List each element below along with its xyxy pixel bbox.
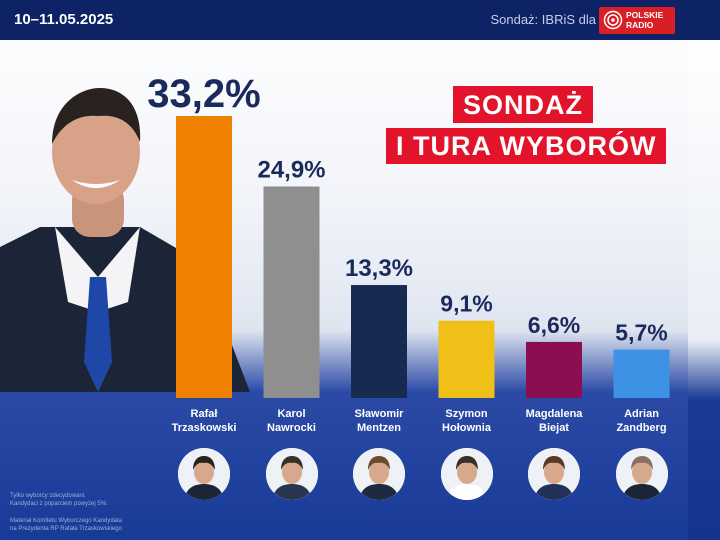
headline-line-2: I TURA WYBORÓW <box>386 128 667 164</box>
candidate-name-6: Adrian Zandberg <box>616 408 667 434</box>
candidate-name-3: Sławomir Mentzen <box>354 408 404 434</box>
candidate-avatar-3 <box>353 448 405 500</box>
value-label-6: 5,7% <box>615 320 667 346</box>
bar-5 <box>526 341 582 398</box>
headline-line-1: SONDAŻ <box>453 86 593 123</box>
candidate-avatar-4 <box>440 448 493 500</box>
source-label: Sondaż: <box>490 12 539 27</box>
source-credit: Sondaż: IBRiS dla <box>490 12 596 27</box>
value-label-5: 6,6% <box>528 312 580 338</box>
candidate-name-1: Rafał Trzaskowski <box>171 408 237 434</box>
value-label-3: 13,3% <box>345 255 413 282</box>
bar-2 <box>263 186 320 398</box>
source-name: IBRiS dla <box>541 12 596 27</box>
bar-4 <box>438 320 495 398</box>
right-edge-strip <box>688 40 720 540</box>
bar-3 <box>351 285 407 398</box>
candidate-name-5: Magdalena Biejat <box>525 408 583 434</box>
footnote-committee: Materiał Komitetu Wyborczego Kandydata n… <box>10 518 123 532</box>
top-bar: 10–11.05.2025 Sondaż: IBRiS dla POLSKIE … <box>0 0 720 40</box>
candidate-avatar-5 <box>528 448 580 500</box>
value-label-1: 33,2% <box>147 72 260 116</box>
logo-line-1: POLSKIE <box>626 10 664 20</box>
candidate-name-2: Karol Nawrocki <box>267 408 316 434</box>
candidate-avatar-2 <box>265 448 318 500</box>
person-icon <box>440 448 493 500</box>
value-label-4: 9,1% <box>440 291 492 317</box>
poll-date: 10–11.05.2025 <box>14 11 114 28</box>
person-icon <box>528 448 580 500</box>
person-icon <box>178 448 230 500</box>
bar-1 <box>176 116 232 398</box>
logo-line-2: RADIO <box>626 20 654 30</box>
person-icon <box>265 448 318 500</box>
bar-6 <box>613 349 670 398</box>
candidate-name-4: Szymon Hołownia <box>442 408 491 434</box>
candidate-avatar-6 <box>615 448 668 500</box>
person-icon <box>353 448 405 500</box>
polskie-radio-logo: POLSKIE RADIO <box>599 7 675 34</box>
value-label-2: 24,9% <box>257 157 325 184</box>
radio-wave-icon <box>603 10 623 30</box>
person-icon <box>615 448 668 500</box>
footnote-voters: Tylko wyborcy zdecydowani. Kandydaci z p… <box>10 493 108 507</box>
candidate-avatar-1 <box>178 448 230 500</box>
